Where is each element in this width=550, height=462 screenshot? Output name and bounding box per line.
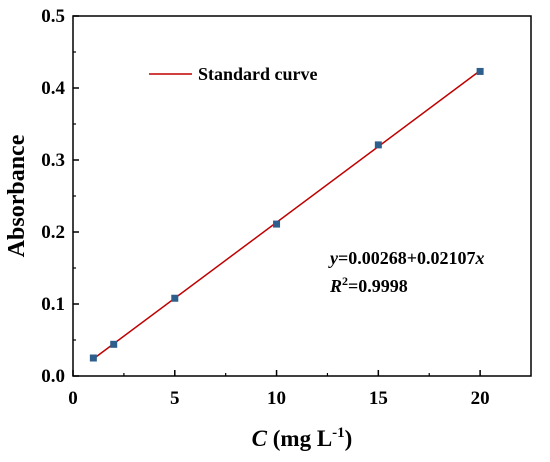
x-axis-unit-close: ): [345, 426, 353, 451]
ticks-layer: 0 5 10 15 20 0.0 0.1 0.2 0.3 0.4 0.5: [41, 6, 489, 409]
x-tick-label: 0: [68, 388, 78, 409]
legend-label: Standard curve: [198, 64, 318, 84]
y-tick-label: 0.5: [41, 6, 65, 27]
data-point: [171, 294, 179, 302]
x-tick-label: 10: [267, 388, 286, 409]
standard-curve-line: [92, 70, 481, 360]
equation-annotation: y=0.00268+0.02107x: [328, 248, 485, 268]
equation-body: =0.00268+0.02107: [338, 248, 476, 268]
data-point: [273, 220, 281, 228]
data-point: [374, 141, 382, 149]
data-point: [476, 67, 484, 75]
x-tick-label: 20: [471, 388, 490, 409]
equation-y-var: y: [328, 248, 339, 268]
x-axis-unit: (mg L: [267, 426, 332, 451]
points-layer: [89, 67, 484, 362]
r-squared-value: =0.9998: [348, 276, 408, 296]
y-tick-label: 0.1: [41, 294, 65, 315]
x-tick-label: 5: [170, 388, 180, 409]
x-axis-unit-superscript: -1: [332, 425, 345, 441]
x-axis-symbol: C: [252, 426, 268, 451]
data-point: [110, 340, 118, 348]
y-tick-label: 0.3: [41, 150, 65, 171]
y-axis-title: Absorbance: [4, 134, 30, 257]
y-tick-label: 0.0: [41, 366, 65, 387]
r-squared-superscript: 2: [342, 274, 348, 288]
equation-x-var: x: [475, 248, 485, 268]
y-tick-label: 0.4: [41, 78, 65, 99]
x-tick-label: 15: [369, 388, 388, 409]
r-squared-annotation: R2=0.9998: [329, 274, 408, 296]
r-squared-symbol: R: [329, 276, 342, 296]
legend: Standard curve: [149, 64, 318, 84]
x-axis-title: C (mg L-1): [252, 425, 353, 451]
y-tick-label: 0.2: [41, 222, 65, 243]
data-point: [89, 354, 97, 362]
lines-layer: [92, 70, 481, 360]
